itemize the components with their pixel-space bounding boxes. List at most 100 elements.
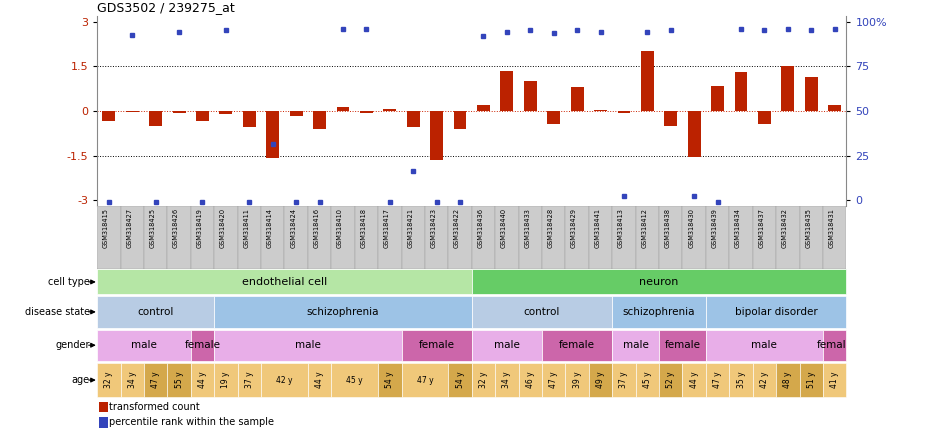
Text: GSM318416: GSM318416 [314, 208, 319, 248]
Bar [776, 206, 799, 269]
Bar [805, 77, 818, 111]
Text: 49 y: 49 y [596, 372, 605, 388]
Bar [430, 111, 443, 160]
Bar [97, 206, 120, 269]
Text: 47 y: 47 y [416, 376, 433, 385]
Bar [266, 111, 279, 158]
Bar [331, 206, 354, 269]
Bar [799, 363, 823, 397]
Bar [215, 363, 238, 397]
Bar [612, 329, 659, 361]
Bar [519, 363, 542, 397]
Bar [495, 363, 519, 397]
Bar [683, 206, 706, 269]
Bar [519, 206, 542, 269]
Text: GSM318410: GSM318410 [337, 208, 343, 248]
Bar [215, 296, 472, 328]
Bar [612, 206, 635, 269]
Text: GSM318428: GSM318428 [548, 208, 554, 249]
Bar [337, 107, 350, 111]
Text: schizophrenia: schizophrenia [307, 307, 379, 317]
Text: GSM318411: GSM318411 [243, 208, 250, 248]
Bar [548, 111, 561, 124]
Text: GSM318414: GSM318414 [266, 208, 273, 248]
Text: percentile rank within the sample: percentile rank within the sample [109, 417, 274, 427]
Bar [823, 329, 846, 361]
Text: GSM318424: GSM318424 [290, 208, 296, 249]
Bar [565, 206, 589, 269]
Bar [120, 363, 144, 397]
Text: GSM318415: GSM318415 [103, 208, 109, 248]
Text: female: female [817, 340, 853, 350]
Text: 19 y: 19 y [221, 372, 230, 388]
Bar [472, 206, 495, 269]
Bar [378, 206, 401, 269]
Text: 37 y: 37 y [245, 372, 253, 388]
Text: 51 y: 51 y [807, 372, 816, 388]
Text: cell type: cell type [48, 277, 90, 287]
Text: 32 y: 32 y [479, 372, 488, 388]
Text: male: male [131, 340, 157, 350]
Text: 54 y: 54 y [386, 372, 394, 388]
Text: GSM318421: GSM318421 [407, 208, 413, 248]
Text: 54 y: 54 y [455, 372, 464, 388]
Bar [589, 363, 612, 397]
Text: female: female [184, 340, 220, 350]
Text: GSM318440: GSM318440 [500, 208, 507, 249]
Bar [706, 363, 729, 397]
Bar [191, 329, 215, 361]
Bar [683, 363, 706, 397]
Text: 44 y: 44 y [315, 372, 324, 388]
Bar [401, 329, 472, 361]
Text: GSM318419: GSM318419 [196, 208, 203, 248]
Bar [734, 72, 747, 111]
Text: male: male [751, 340, 777, 350]
Bar [308, 206, 331, 269]
Text: GSM318431: GSM318431 [829, 208, 834, 248]
Bar [97, 270, 472, 294]
Bar [354, 206, 378, 269]
Text: GSM318427: GSM318427 [126, 208, 132, 249]
Bar [542, 206, 565, 269]
Bar [729, 206, 753, 269]
Text: GSM318437: GSM318437 [758, 208, 764, 248]
Text: GSM318412: GSM318412 [641, 208, 648, 248]
Bar [285, 206, 308, 269]
Bar [706, 206, 729, 269]
Text: control: control [524, 307, 561, 317]
Bar [729, 363, 753, 397]
Text: 34 y: 34 y [502, 372, 512, 388]
Text: male: male [623, 340, 648, 350]
Text: 46 y: 46 y [525, 372, 535, 388]
Text: male: male [295, 340, 321, 350]
Text: age: age [71, 375, 90, 385]
Bar [472, 270, 846, 294]
Text: 45 y: 45 y [346, 376, 363, 385]
Bar [776, 363, 799, 397]
Bar [360, 111, 373, 113]
Bar [495, 206, 519, 269]
Text: GSM318425: GSM318425 [150, 208, 155, 249]
Bar [500, 71, 513, 111]
Bar [589, 206, 612, 269]
Bar [314, 111, 326, 129]
Bar [472, 329, 542, 361]
Bar [641, 52, 654, 111]
Bar [542, 329, 612, 361]
Text: 47 y: 47 y [549, 372, 558, 388]
Text: neuron: neuron [639, 277, 679, 287]
Text: GSM318417: GSM318417 [384, 208, 389, 248]
Bar [97, 363, 120, 397]
Bar [449, 363, 472, 397]
Bar [308, 363, 331, 397]
Text: 52 y: 52 y [666, 372, 675, 388]
Text: 45 y: 45 y [643, 372, 652, 388]
Bar [238, 206, 261, 269]
Bar [261, 363, 308, 397]
Bar [472, 363, 495, 397]
Bar [290, 111, 302, 116]
Text: female: female [419, 340, 454, 350]
Bar [173, 111, 186, 113]
Text: 34 y: 34 y [128, 372, 137, 388]
Text: 39 y: 39 y [573, 372, 582, 388]
